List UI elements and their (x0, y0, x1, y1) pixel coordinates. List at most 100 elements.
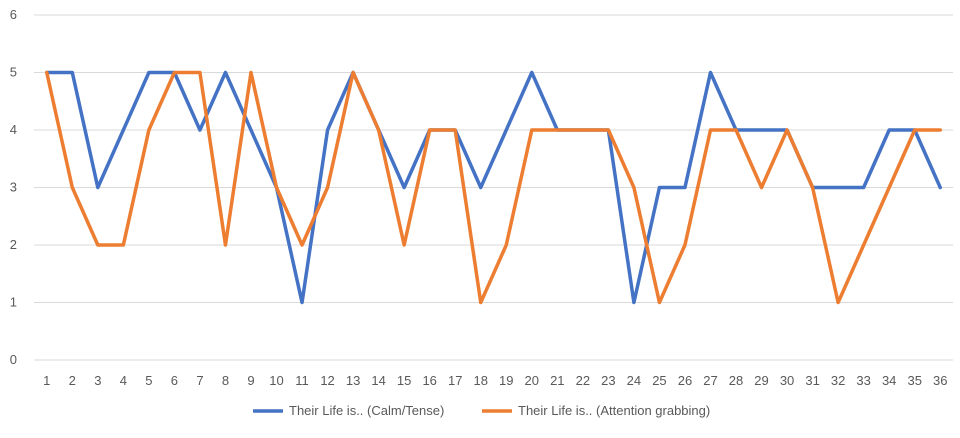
data-point (709, 129, 712, 132)
x-tick-label: 1 (43, 373, 50, 388)
data-point (632, 301, 635, 304)
legend-item-2: Their Life is.. (Attention grabbing) (482, 403, 710, 418)
x-tick-label: 31 (805, 373, 819, 388)
x-tick-label: 29 (754, 373, 768, 388)
x-tick-label: 36 (933, 373, 947, 388)
x-tick-label: 21 (550, 373, 564, 388)
y-tick-label: 0 (10, 352, 17, 367)
data-point (198, 129, 201, 132)
data-point (224, 71, 227, 74)
data-point (837, 301, 840, 304)
y-tick-label: 5 (10, 65, 17, 80)
series-line-2 (45, 70, 942, 305)
data-point (198, 71, 201, 74)
data-point (352, 71, 355, 74)
data-point (888, 129, 891, 132)
data-point (530, 71, 533, 74)
x-tick-label: 10 (269, 373, 283, 388)
x-tick-label: 27 (703, 373, 717, 388)
x-tick-label: 22 (576, 373, 590, 388)
data-point (939, 186, 942, 189)
x-tick-label: 5 (145, 373, 152, 388)
data-point (581, 129, 584, 132)
y-axis-ticks: 0 1 2 3 4 5 6 (10, 7, 17, 367)
x-tick-label: 12 (320, 373, 334, 388)
data-point (403, 244, 406, 247)
x-tick-label: 2 (69, 373, 76, 388)
data-point (939, 129, 942, 132)
data-point (479, 186, 482, 189)
data-point (377, 129, 380, 132)
x-tick-label: 18 (474, 373, 488, 388)
x-tick-label: 14 (371, 373, 385, 388)
data-point (301, 244, 304, 247)
data-point (862, 244, 865, 247)
data-point (249, 129, 252, 132)
data-point (224, 244, 227, 247)
data-point (96, 244, 99, 247)
data-point (632, 186, 635, 189)
data-point (607, 129, 610, 132)
series-lines (45, 70, 942, 305)
legend-label: Their Life is.. (Attention grabbing) (518, 403, 710, 418)
data-point (760, 186, 763, 189)
data-point (658, 186, 661, 189)
x-tick-label: 13 (346, 373, 360, 388)
data-point (786, 129, 789, 132)
x-axis-ticks: 1 2 3 4 5 6 7 8 9 10 11 12 13 14 15 16 17 18 19 20 21 22 23 24 2… (43, 373, 947, 388)
y-tick-label: 2 (10, 237, 17, 252)
legend-label: Their Life is.. (Calm/Tense) (289, 403, 444, 418)
data-point (428, 129, 431, 132)
data-point (454, 129, 457, 132)
x-tick-label: 4 (120, 373, 127, 388)
data-point (505, 244, 508, 247)
data-point (913, 129, 916, 132)
y-tick-label: 4 (10, 122, 17, 137)
data-point (173, 71, 176, 74)
x-tick-label: 17 (448, 373, 462, 388)
x-tick-label: 19 (499, 373, 513, 388)
data-point (735, 129, 738, 132)
x-tick-label: 23 (601, 373, 615, 388)
x-tick-label: 16 (422, 373, 436, 388)
data-point (505, 129, 508, 132)
x-tick-label: 25 (652, 373, 666, 388)
data-point (147, 129, 150, 132)
data-point (275, 186, 278, 189)
x-tick-label: 34 (882, 373, 896, 388)
x-tick-label: 15 (397, 373, 411, 388)
data-point (326, 186, 329, 189)
x-tick-label: 30 (780, 373, 794, 388)
data-point (71, 71, 74, 74)
data-point (658, 301, 661, 304)
data-point (760, 129, 763, 132)
data-point (122, 129, 125, 132)
x-tick-label: 8 (222, 373, 229, 388)
data-point (888, 186, 891, 189)
x-tick-label: 35 (907, 373, 921, 388)
x-tick-label: 32 (831, 373, 845, 388)
data-point (530, 129, 533, 132)
data-point (147, 71, 150, 74)
data-point (45, 71, 48, 74)
x-tick-label: 9 (247, 373, 254, 388)
y-tick-label: 6 (10, 7, 17, 22)
data-point (326, 129, 329, 132)
x-tick-label: 20 (525, 373, 539, 388)
data-point (709, 71, 712, 74)
data-point (96, 186, 99, 189)
data-point (479, 301, 482, 304)
data-point (862, 186, 865, 189)
x-tick-label: 3 (94, 373, 101, 388)
x-tick-label: 26 (678, 373, 692, 388)
data-point (122, 244, 125, 247)
legend: Their Life is.. (Calm/Tense) Their Life i… (253, 403, 710, 418)
x-tick-label: 11 (295, 373, 309, 388)
data-point (683, 186, 686, 189)
y-tick-label: 3 (10, 180, 17, 195)
x-tick-label: 6 (171, 373, 178, 388)
x-tick-label: 33 (856, 373, 870, 388)
data-point (811, 186, 814, 189)
